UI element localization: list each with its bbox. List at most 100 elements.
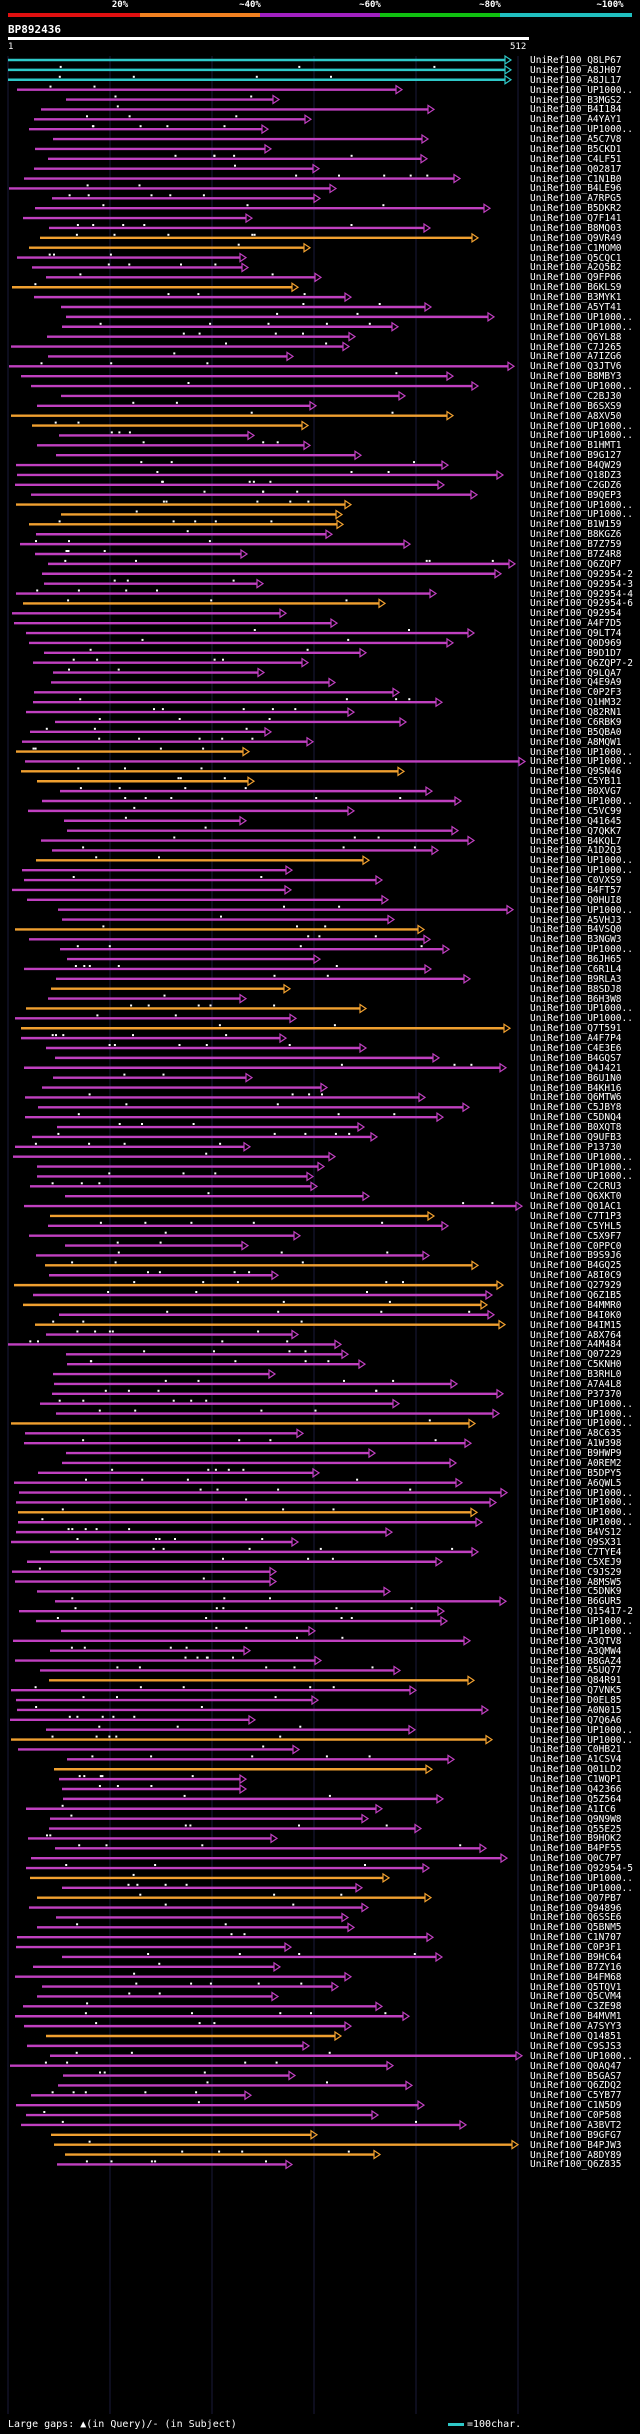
hit-link[interactable]: UniRef100_B4KQL7: [530, 835, 622, 847]
hit-link[interactable]: UniRef100_B4I0K0: [530, 1309, 622, 1321]
hit-link[interactable]: UniRef100_Q9UFB3: [530, 1131, 622, 1143]
hit-link[interactable]: UniRef100_Q07PB7: [530, 1892, 622, 1904]
hit-link[interactable]: UniRef100_B7Z4R8: [530, 549, 622, 560]
hit-link[interactable]: UniRef100_UP1000..: [530, 420, 633, 432]
hit-link[interactable]: UniRef100_A1D2Q3: [530, 845, 622, 857]
hit-link[interactable]: UniRef100_UP1000..: [530, 1507, 633, 1519]
hit-link[interactable]: UniRef100_B1HMT1: [530, 440, 622, 452]
hit-link[interactable]: UniRef100_B3RHL0: [530, 1369, 622, 1381]
hit-link[interactable]: UniRef100_A0N015: [530, 1704, 622, 1716]
hit-link[interactable]: UniRef100_UP1000..: [530, 430, 633, 442]
hit-link[interactable]: UniRef100_UP1000..: [530, 1151, 633, 1163]
hit-link[interactable]: UniRef100_C4E3E6: [530, 1043, 622, 1054]
hit-link[interactable]: UniRef100_UP1000..: [530, 1882, 633, 1894]
hit-link[interactable]: UniRef100_C5JBY8: [530, 1102, 622, 1114]
hit-link[interactable]: UniRef100_B4IM15: [530, 1319, 622, 1331]
hit-link[interactable]: UniRef100_C5DNQ4: [530, 1112, 622, 1124]
hit-link[interactable]: UniRef100_Q4J421: [530, 1062, 622, 1074]
hit-link[interactable]: UniRef100_C5YB11: [530, 776, 622, 788]
hit-link[interactable]: UniRef100_Q42366: [530, 1784, 622, 1795]
hit-link[interactable]: UniRef100_B4LE96: [530, 183, 622, 195]
hit-link[interactable]: UniRef100_UP1000..: [530, 1003, 633, 1015]
hit-link[interactable]: UniRef100_Q55E25: [530, 1823, 622, 1835]
hit-link[interactable]: UniRef100_B6H3W8: [530, 993, 622, 1005]
hit-link[interactable]: UniRef100_C7J265: [530, 341, 622, 353]
hit-link[interactable]: UniRef100_B0XVG7: [530, 786, 622, 798]
hit-link[interactable]: UniRef100_Q92954-5: [530, 1863, 633, 1875]
hit-link[interactable]: UniRef100_UP1000..: [530, 756, 633, 768]
hit-link[interactable]: UniRef100_A8XV50: [530, 410, 622, 422]
hit-link[interactable]: UniRef100_B4FT57: [530, 884, 622, 896]
hit-link[interactable]: UniRef100_C4LF51: [530, 153, 622, 165]
hit-link[interactable]: UniRef100_B9QEP3: [530, 489, 622, 501]
hit-link[interactable]: UniRef100_B9HC64: [530, 1951, 622, 1963]
hit-link[interactable]: UniRef100_Q9SN46: [530, 766, 622, 778]
hit-link[interactable]: UniRef100_B5DKR2: [530, 203, 622, 215]
hit-link[interactable]: UniRef100_C5VC99: [530, 805, 622, 817]
hit-link[interactable]: UniRef100_B9HOK2: [530, 1833, 622, 1845]
hit-link[interactable]: UniRef100_Q0HUI8: [530, 894, 622, 906]
hit-link[interactable]: UniRef100_A4YAY1: [530, 114, 622, 126]
hit-link[interactable]: UniRef100_B9RLA3: [530, 973, 622, 985]
hit-link[interactable]: UniRef100_Q92954-6: [530, 598, 633, 610]
hit-link[interactable]: UniRef100_UP1000..: [530, 1625, 633, 1637]
hit-link[interactable]: UniRef100_C5KNH0: [530, 1359, 622, 1371]
hit-link[interactable]: UniRef100_B0XQT8: [530, 1122, 622, 1134]
hit-link[interactable]: UniRef100_UP1000..: [530, 381, 633, 393]
hit-link[interactable]: UniRef100_B6GUR5: [530, 1596, 622, 1608]
hit-link[interactable]: UniRef100_A8JL17: [530, 74, 622, 86]
hit-link[interactable]: UniRef100_A4F7D5: [530, 618, 622, 630]
hit-link[interactable]: UniRef100_C2BJ30: [530, 390, 622, 402]
hit-link[interactable]: UniRef100_P13730: [530, 1141, 622, 1153]
hit-link[interactable]: UniRef100_Q27929: [530, 1280, 622, 1292]
hit-link[interactable]: UniRef100_C5YHL5: [530, 1220, 622, 1232]
hit-link[interactable]: UniRef100_A8MQW1: [530, 736, 622, 748]
hit-link[interactable]: UniRef100_Q7F141: [530, 213, 622, 225]
hit-link[interactable]: UniRef100_A5UQ77: [530, 1665, 622, 1677]
hit-link[interactable]: UniRef100_C0P2F3: [530, 687, 622, 699]
hit-link[interactable]: UniRef100_B6U1N0: [530, 1072, 622, 1084]
hit-link[interactable]: UniRef100_C1N5D9: [530, 2100, 622, 2112]
hit-link[interactable]: UniRef100_B5DPY5: [530, 1467, 622, 1479]
hit-link[interactable]: UniRef100_A7RPG5: [530, 193, 622, 205]
hit-link[interactable]: UniRef100_A5C7V8: [530, 134, 622, 146]
hit-link[interactable]: UniRef100_UP1000..: [530, 1418, 633, 1430]
hit-link[interactable]: UniRef100_C0P508: [530, 2110, 622, 2122]
hit-link[interactable]: UniRef100_B8KGZ6: [530, 529, 622, 541]
hit-link[interactable]: UniRef100_C5X9F7: [530, 1230, 622, 1242]
hit-link[interactable]: UniRef100_UP1000..: [530, 1171, 633, 1183]
hit-link[interactable]: UniRef100_A8JH07: [530, 64, 622, 76]
hit-link[interactable]: UniRef100_UP1000..: [530, 1013, 633, 1025]
hit-link[interactable]: UniRef100_Q0D969: [530, 637, 622, 649]
hit-link[interactable]: UniRef100_A1IC6: [530, 1803, 616, 1815]
hit-link[interactable]: UniRef100_C7T1P3: [530, 1210, 622, 1222]
hit-link[interactable]: UniRef100_Q9VR49: [530, 232, 622, 244]
hit-link[interactable]: UniRef100_Q92954-4: [530, 588, 633, 600]
hit-link[interactable]: UniRef100_Q01LD2: [530, 1764, 622, 1776]
hit-link[interactable]: UniRef100_UP1000..: [530, 1872, 633, 1884]
hit-link[interactable]: UniRef100_Q6ZDQ2: [530, 2080, 622, 2092]
hit-link[interactable]: UniRef100_Q6ZQP7: [530, 558, 622, 570]
hit-link[interactable]: UniRef100_UP1000..: [530, 1487, 633, 1499]
hit-link[interactable]: UniRef100_B4QW29: [530, 460, 622, 472]
hit-link[interactable]: UniRef100_B4I184: [530, 104, 622, 116]
hit-link[interactable]: UniRef100_C3ZE98: [530, 2001, 622, 2013]
hit-link[interactable]: UniRef100_Q8LP67: [530, 55, 622, 66]
hit-link[interactable]: UniRef100_Q6MTW6: [530, 1092, 622, 1104]
hit-link[interactable]: UniRef100_UP1000..: [530, 1398, 633, 1410]
hit-link[interactable]: UniRef100_C5DNK9: [530, 1586, 622, 1598]
hit-link[interactable]: UniRef100_Q6XKT0: [530, 1191, 622, 1203]
hit-link[interactable]: UniRef100_A8I0C9: [530, 1270, 622, 1282]
hit-link[interactable]: UniRef100_B8GAZ4: [530, 1655, 622, 1667]
hit-link[interactable]: UniRef100_C1MOM0: [530, 242, 622, 254]
hit-link[interactable]: UniRef100_B4MMR0: [530, 1299, 622, 1311]
hit-link[interactable]: UniRef100_Q6SSE6: [530, 1912, 622, 1924]
hit-link[interactable]: UniRef100_A2Q5B2: [530, 262, 622, 274]
hit-link[interactable]: UniRef100_Q92954: [530, 608, 622, 620]
hit-link[interactable]: UniRef100_C9JS29: [530, 1566, 622, 1578]
hit-link[interactable]: UniRef100_B7Z759: [530, 539, 622, 551]
hit-link[interactable]: UniRef100_A8C635: [530, 1428, 622, 1440]
hit-link[interactable]: UniRef100_B3MGS2: [530, 94, 622, 106]
hit-link[interactable]: UniRef100_Q3JTV6: [530, 361, 622, 373]
hit-link[interactable]: UniRef100_Q84R91: [530, 1675, 622, 1687]
